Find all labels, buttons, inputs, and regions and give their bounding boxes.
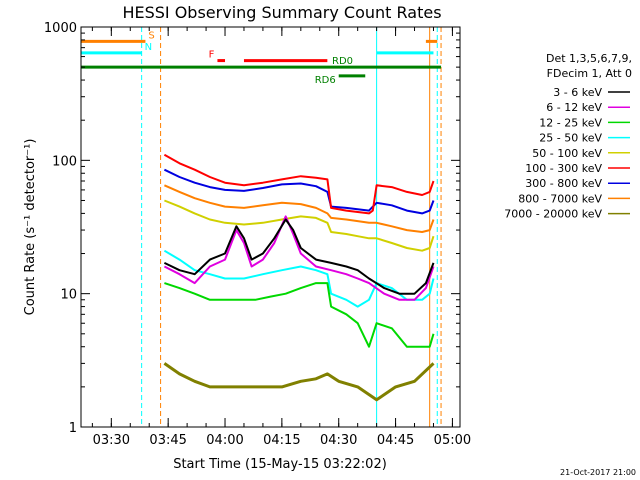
x-tick-label: 04:45 (377, 433, 414, 448)
y-tick-label: 10 (60, 288, 77, 303)
legend-label-6-12-kev: 6 - 12 keV (546, 101, 602, 114)
y-tick-label: 1 (69, 421, 77, 436)
y-tick-label: 1000 (44, 21, 77, 36)
legend-title-line-2: FDecim 1, Att 0 (547, 67, 632, 80)
y-tick-label: 100 (52, 154, 77, 169)
x-tick-label: 05:00 (434, 433, 471, 448)
x-tick-label: 04:00 (206, 433, 243, 448)
plot-frame (80, 26, 461, 428)
flag-label-f: F (209, 50, 215, 61)
legend-title-line-1: Det 1,3,5,6,7,9, (546, 52, 632, 65)
x-tick-label: 04:15 (263, 433, 300, 448)
legend-label-7000-20000-kev: 7000 - 20000 keV (504, 208, 602, 221)
chart-title: HESSI Observing Summary Count Rates (122, 3, 441, 22)
series-line-300-800-kev (163, 168, 435, 215)
y-axis-label: Count Rate (s⁻¹ detector⁻¹) (23, 139, 38, 316)
series-line-100-300-kev (163, 153, 435, 215)
series-line-6-12-kev (163, 215, 435, 301)
plot-area: SN F RD0 RD6 (80, 27, 442, 427)
x-tick-label: 04:30 (320, 433, 357, 448)
flag-label-rd0: RD0 (332, 56, 353, 67)
legend: Det 1,3,5,6,7,9, FDecim 1, Att 0 3 - 6 k… (504, 52, 632, 221)
x-tick-label: 03:30 (93, 433, 130, 448)
series-line-800-7000-kev (163, 184, 435, 233)
flag-label-rd6: RD6 (315, 75, 336, 86)
legend-label-25-50-kev: 25 - 50 keV (539, 132, 602, 145)
legend-label-300-800-kev: 300 - 800 keV (525, 177, 602, 190)
flag-label-s: S (148, 30, 154, 41)
series-line-7000-20000-kev (163, 362, 435, 402)
axes: 1 10 100 1000 03:30 03:45 04:00 04:15 04:30 04:45… (44, 21, 471, 448)
series-line-50-100-kev (164, 199, 435, 252)
legend-label-800-7000-kev: 800 - 7000 keV (518, 192, 602, 205)
legend-label-3-6-kev: 3 - 6 keV (553, 86, 602, 99)
footer-date: 21-Oct-2017 21:00 (560, 468, 636, 477)
series-line-12-25-kev (164, 282, 435, 348)
series-line-3-6-kev (163, 218, 435, 295)
series-line-25-50-kev (163, 249, 435, 308)
legend-label-50-100-kev: 50 - 100 keV (532, 147, 602, 160)
legend-label-100-300-kev: 100 - 300 keV (525, 162, 602, 175)
flag-label-n: N (145, 42, 152, 53)
x-axis-label: Start Time (15-May-15 03:22:02) (173, 457, 387, 472)
legend-label-12-25-kev: 12 - 25 keV (539, 116, 602, 129)
x-tick-label: 03:45 (149, 433, 186, 448)
